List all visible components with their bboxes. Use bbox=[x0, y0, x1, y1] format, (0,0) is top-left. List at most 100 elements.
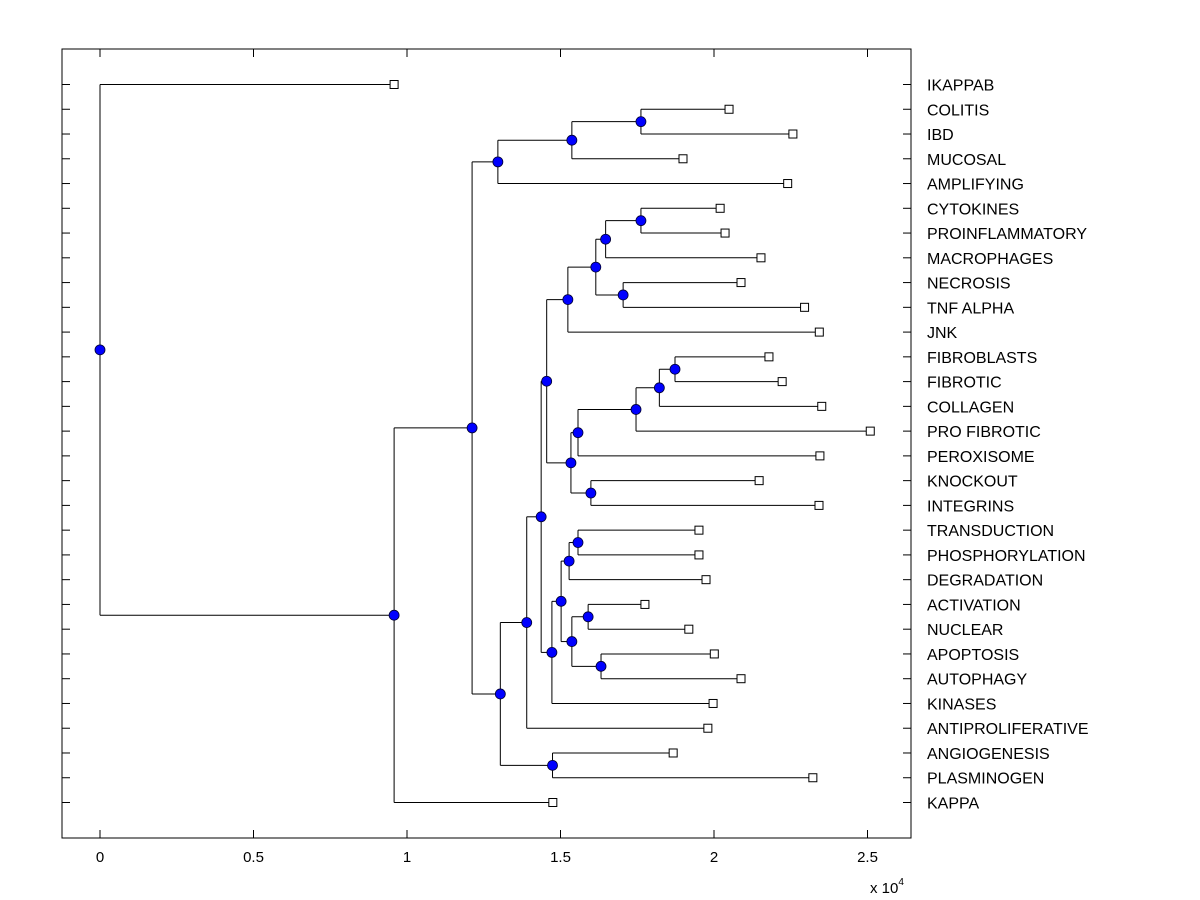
leaf-label: KINASES bbox=[927, 696, 996, 713]
leaf-markers bbox=[389, 80, 875, 807]
leaf-marker bbox=[756, 253, 766, 263]
leaf-marker bbox=[754, 476, 764, 486]
leaf-label: FIBROTIC bbox=[927, 375, 1002, 392]
leaf-marker bbox=[694, 525, 704, 535]
leaf-label: KNOCKOUT bbox=[927, 474, 1018, 491]
leaf-marker bbox=[668, 748, 678, 758]
leaf-label: PRO FIBROTIC bbox=[927, 424, 1041, 441]
internal-node-marker bbox=[600, 233, 612, 245]
leaf-label: PROINFLAMMATORY bbox=[927, 226, 1087, 243]
internal-node-marker bbox=[563, 555, 575, 567]
internal-node-marker bbox=[572, 537, 584, 548]
x-multiplier-base: x 10 bbox=[870, 880, 898, 897]
leaf-marker bbox=[709, 649, 719, 659]
internal-node-marker bbox=[535, 511, 547, 523]
leaf-marker bbox=[865, 426, 875, 436]
leaf-marker bbox=[764, 352, 774, 362]
leaf-marker bbox=[708, 698, 718, 708]
internal-node-marker bbox=[572, 427, 584, 439]
x-tick-label: 2.5 bbox=[857, 849, 878, 866]
leaf-marker bbox=[703, 723, 713, 733]
internal-node-marker bbox=[562, 294, 574, 305]
leaf-label: AUTOPHAGY bbox=[927, 672, 1028, 689]
leaf-label: CYTOKINES bbox=[927, 201, 1019, 218]
internal-nodes bbox=[94, 116, 681, 771]
leaf-label: PLASMINOGEN bbox=[927, 771, 1044, 788]
x-tick-label: 0.5 bbox=[243, 849, 264, 866]
plot-area bbox=[61, 48, 912, 839]
x-multiplier-exponent: 4 bbox=[898, 877, 904, 888]
leaf-label: NUCLEAR bbox=[927, 622, 1003, 639]
leaf-label: FIBROBLASTS bbox=[927, 350, 1037, 367]
leaf-marker bbox=[678, 154, 688, 164]
leaf-label: NECROSIS bbox=[927, 276, 1011, 293]
leaf-marker bbox=[694, 550, 704, 560]
internal-node-marker bbox=[590, 261, 602, 273]
leaf-marker bbox=[389, 80, 399, 89]
internal-node-marker bbox=[582, 611, 594, 623]
x-axis-ticks: 0 0.5 1 1.5 2 2.5 bbox=[96, 49, 878, 866]
leaf-marker bbox=[548, 798, 558, 807]
leaf-label: ANGIOGENESIS bbox=[927, 746, 1050, 763]
internal-node-marker bbox=[635, 215, 647, 227]
leaf-label: PEROXISOME bbox=[927, 449, 1035, 466]
internal-node-marker bbox=[669, 363, 681, 375]
internal-node-marker bbox=[521, 617, 533, 628]
leaf-label: MACROPHAGES bbox=[927, 251, 1053, 268]
x-tick-label: 1 bbox=[403, 849, 411, 866]
leaf-label: TRANSDUCTION bbox=[927, 523, 1054, 540]
internal-node-marker bbox=[635, 116, 647, 128]
leaf-marker bbox=[724, 104, 734, 114]
leaf-label: KAPPA bbox=[927, 796, 980, 813]
internal-node-marker bbox=[630, 404, 642, 415]
x-multiplier-label: x 104 bbox=[870, 877, 904, 897]
leaf-label: TNF ALPHA bbox=[927, 300, 1014, 317]
y-axis-ticks bbox=[62, 84, 911, 803]
leaf-marker bbox=[736, 674, 746, 684]
leaf-label: ANTIPROLIFERATIVE bbox=[927, 721, 1089, 738]
leaf-marker bbox=[814, 327, 824, 337]
leaf-label: PHOSPHORYLATION bbox=[927, 548, 1086, 565]
leaf-marker bbox=[808, 773, 818, 783]
leaf-label: IBD bbox=[927, 127, 954, 144]
internal-node-marker bbox=[585, 487, 597, 499]
internal-node-marker bbox=[595, 660, 607, 672]
internal-node-marker bbox=[555, 595, 567, 607]
internal-node-marker bbox=[617, 289, 629, 301]
leaf-label: ACTIVATION bbox=[927, 597, 1021, 614]
leaf-marker bbox=[815, 451, 825, 461]
internal-node-marker bbox=[653, 382, 665, 394]
internal-node-marker bbox=[566, 134, 578, 146]
internal-node-marker bbox=[546, 647, 558, 658]
leaf-label: IKAPPAB bbox=[927, 78, 994, 95]
internal-node-marker bbox=[492, 156, 504, 168]
leaf-marker bbox=[684, 624, 694, 634]
internal-node-marker bbox=[565, 457, 577, 469]
leaf-marker bbox=[814, 500, 824, 510]
leaf-label: INTEGRINS bbox=[927, 498, 1014, 515]
internal-node-marker bbox=[388, 609, 400, 621]
leaf-labels: IKAPPAB COLITIS IBD MUCOSAL AMPLIFYING CYTOKI… bbox=[927, 78, 1089, 813]
leaf-marker bbox=[788, 129, 798, 139]
leaf-marker bbox=[640, 599, 650, 609]
leaf-label: APOPTOSIS bbox=[927, 647, 1019, 664]
leaf-label: JNK bbox=[927, 325, 958, 342]
leaf-marker bbox=[736, 278, 746, 288]
leaf-marker bbox=[701, 575, 711, 585]
leaf-label: COLITIS bbox=[927, 102, 989, 119]
leaf-marker bbox=[817, 401, 827, 411]
leaf-marker bbox=[715, 203, 725, 213]
x-tick-label: 0 bbox=[96, 849, 104, 866]
leaf-marker bbox=[777, 377, 787, 387]
x-tick-label: 1.5 bbox=[550, 849, 571, 866]
leaf-label: DEGRADATION bbox=[927, 573, 1043, 590]
internal-node-marker bbox=[466, 422, 478, 434]
leaf-label: AMPLIFYING bbox=[927, 177, 1024, 194]
internal-node-marker bbox=[541, 375, 553, 387]
x-tick-label: 2 bbox=[710, 849, 718, 866]
internal-node-marker bbox=[566, 636, 578, 647]
leaf-marker bbox=[783, 179, 793, 189]
internal-node-marker bbox=[94, 344, 106, 356]
leaf-marker bbox=[720, 228, 730, 238]
